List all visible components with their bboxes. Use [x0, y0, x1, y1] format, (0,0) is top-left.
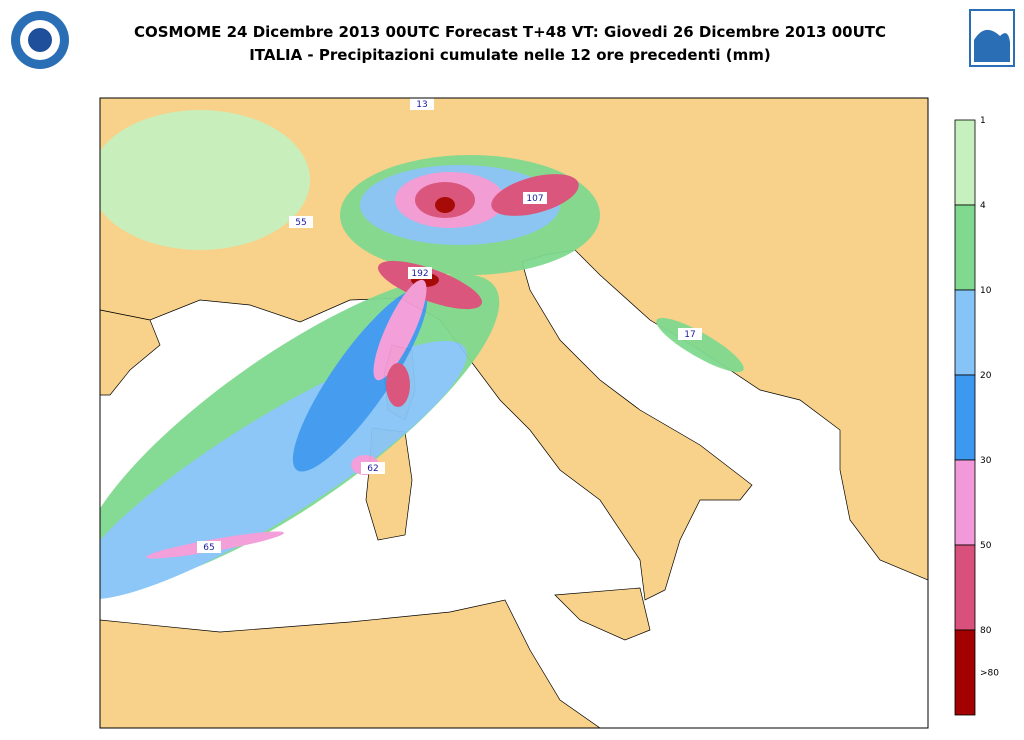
legend-label: 4	[980, 201, 986, 211]
precipitation	[100, 110, 744, 600]
legend-swatch	[954, 289, 976, 376]
legend-label: 1	[980, 116, 986, 126]
max-label-box	[289, 216, 313, 228]
max-label: 55	[295, 218, 306, 228]
legend-swatch	[954, 544, 976, 631]
legend-label: 30	[980, 456, 992, 466]
legend-label: >80	[980, 669, 999, 679]
legend-label: 50	[980, 541, 992, 551]
legend: 1 4 10 20 30 50 80 >80	[954, 116, 999, 716]
max-label-box	[361, 462, 385, 474]
legend-swatch	[954, 204, 976, 291]
max-label: 65	[203, 543, 214, 553]
max-label-box	[197, 541, 221, 553]
land-spain	[100, 309, 161, 396]
max-label-box	[678, 328, 702, 340]
legend-swatch	[954, 459, 976, 546]
logo-left	[11, 11, 69, 69]
max-label-box	[410, 98, 434, 110]
legend-label: 20	[980, 371, 992, 381]
land-sicily	[554, 587, 651, 641]
max-label-box	[523, 192, 547, 204]
legend-swatch	[954, 629, 976, 716]
max-label: 107	[526, 194, 543, 204]
max-label: 13	[416, 100, 427, 110]
map: 13 55 107 192 17 62 65	[100, 98, 928, 728]
max-label-box	[408, 267, 432, 279]
legend-label: 10	[980, 286, 992, 296]
max-label: 17	[684, 330, 695, 340]
title: COSMOME 24 Dicembre 2013 00UTC Forecast …	[134, 23, 886, 41]
map-frame	[99, 97, 929, 729]
maxima-labels: 13 55 107 192 17 62 65	[197, 98, 702, 553]
land-africa	[100, 599, 601, 728]
legend-swatch	[954, 119, 976, 206]
legend-swatch	[954, 374, 976, 461]
legend-label: 80	[980, 626, 992, 636]
logo-right	[969, 9, 1015, 67]
max-label: 62	[367, 464, 378, 474]
subtitle: ITALIA - Precipitazioni cumulate nelle 1…	[249, 46, 771, 64]
max-label: 192	[411, 269, 428, 279]
